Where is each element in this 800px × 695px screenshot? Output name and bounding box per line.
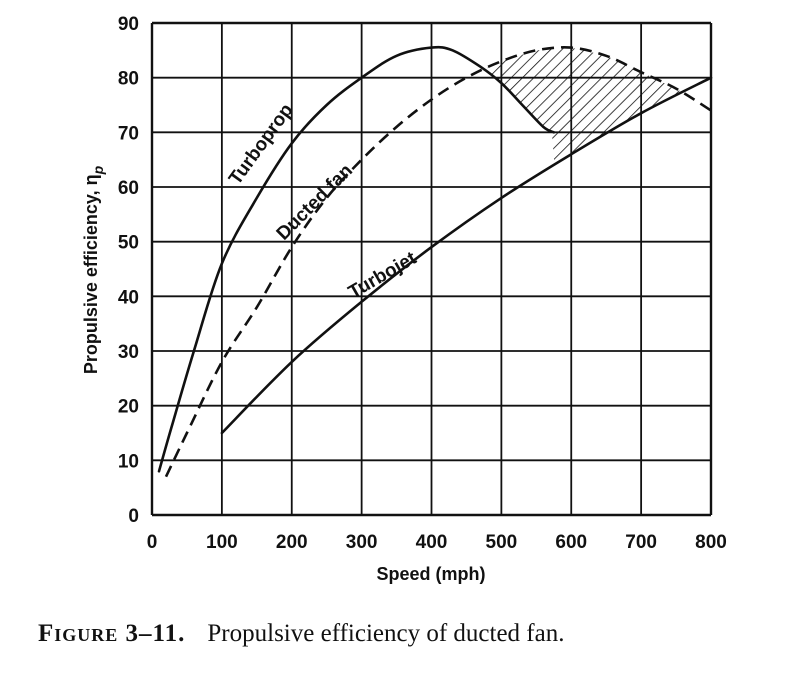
x-tick-label: 500 (486, 532, 518, 553)
x-tick-label: 300 (346, 532, 378, 553)
x-tick-label: 600 (555, 532, 587, 553)
y-tick-label: 20 (118, 397, 139, 418)
y-tick-label: 10 (118, 451, 139, 472)
x-tick-label: 0 (147, 532, 158, 553)
y-tick-label: 80 (118, 69, 139, 90)
series-label-turboprop: Turboprop (225, 100, 298, 189)
y-tick-label: 40 (118, 287, 139, 308)
figure-number: Figure 3–11. (38, 620, 185, 647)
grid (150, 21, 713, 517)
y-tick-label: 0 (128, 506, 139, 527)
series-label-ducted-fan: Ducted fan (273, 160, 357, 244)
x-tick-label: 700 (625, 532, 657, 553)
y-tick-label: 30 (118, 342, 139, 363)
figure-caption: Figure 3–11. Propulsive efficiency of duc… (38, 620, 564, 647)
caption-text: Propulsive efficiency of ducted fan. (207, 620, 564, 647)
y-tick-label: 70 (118, 123, 139, 144)
x-tick-label: 200 (276, 532, 308, 553)
shaded-region (487, 47, 681, 165)
series-line-ducted-fan (164, 46, 712, 478)
y-axis-title-subscript: p (90, 165, 106, 175)
y-tick-label: 60 (118, 178, 139, 199)
hatched-area (487, 47, 681, 165)
x-axis-title: Speed (mph) (376, 564, 485, 584)
x-tick-label: 100 (206, 532, 238, 553)
y-tick-label: 50 (118, 233, 139, 254)
y-tick-label: 90 (118, 14, 139, 35)
series-line-turboprop (157, 45, 556, 473)
series-lines (157, 45, 713, 478)
x-tick-label: 400 (416, 532, 448, 553)
y-axis-title: Propulsive efficiency, ηp (81, 165, 106, 374)
x-tick-label: 800 (695, 532, 727, 553)
series-line-turbojet (220, 76, 713, 435)
series-label-turbojet: Turbojet (345, 248, 421, 304)
tick-labels: 0 100 200 300 400 500 600 700 800 0 10 20 30 40 50 60 70… (118, 14, 727, 553)
